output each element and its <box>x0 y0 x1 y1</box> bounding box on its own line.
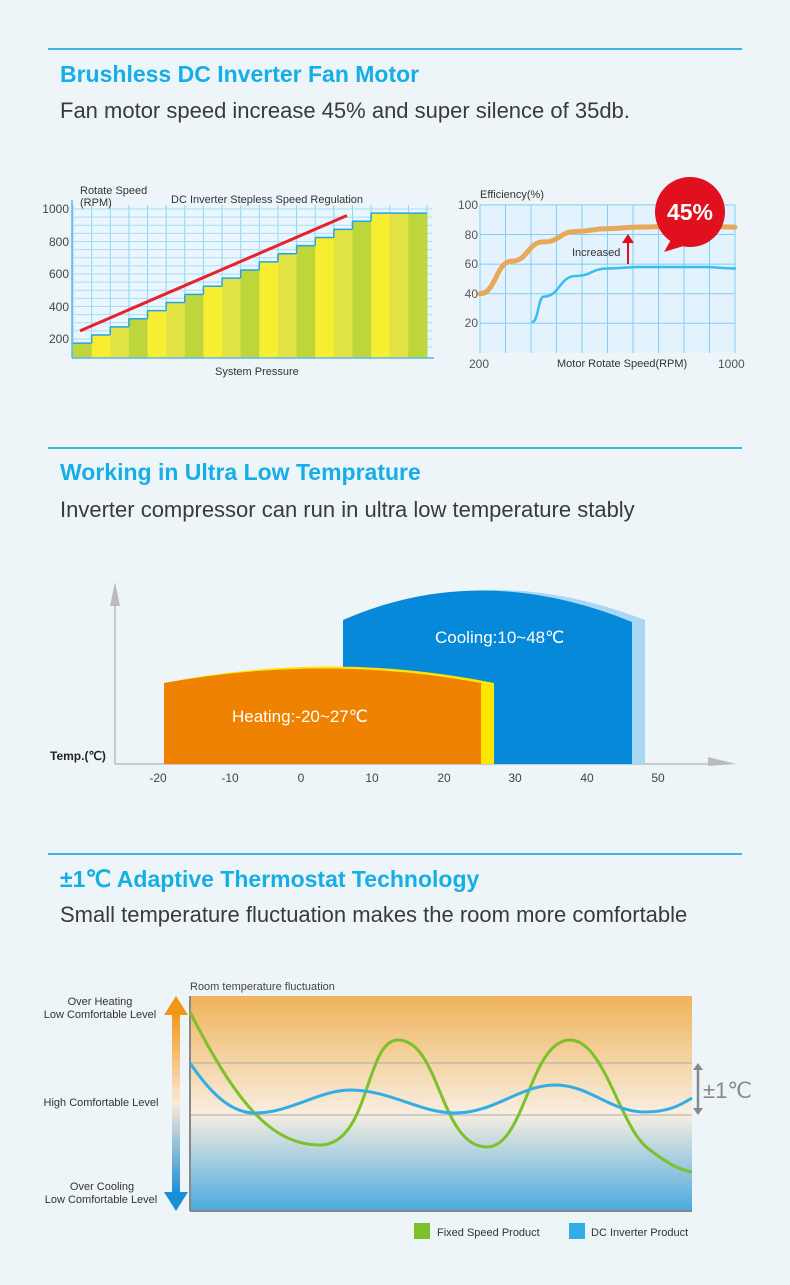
y-tick: 600 <box>49 267 69 281</box>
bar <box>371 213 391 358</box>
bar <box>408 213 428 358</box>
dc-inverter-line <box>188 1062 693 1115</box>
tolerance-label: ±1℃ <box>703 1078 752 1103</box>
y-axis-label: Efficiency(%) <box>480 189 544 201</box>
percentage-badge: 45% <box>655 177 725 252</box>
y-tick: 60 <box>465 257 479 271</box>
bar <box>259 261 279 358</box>
over-cooling-label: Low Comfortable Level <box>45 1194 158 1206</box>
bar <box>110 326 130 358</box>
chart-title: DC Inverter Stepless Speed Regulation <box>171 194 363 206</box>
y-tick: 100 <box>458 198 478 212</box>
bar <box>128 318 148 358</box>
bar <box>389 213 409 358</box>
section-subtitle: Small temperature fluctuation makes the … <box>60 902 688 927</box>
bar <box>222 278 241 358</box>
y-axis-label: Rotate Speed <box>80 185 147 197</box>
heating-label: Heating:-20~27℃ <box>232 707 368 726</box>
y-tick: 80 <box>465 228 479 242</box>
over-cooling-label: Over Cooling <box>70 1181 134 1193</box>
cooling-label: Cooling:10~48℃ <box>435 628 564 647</box>
x-tick: 0 <box>298 771 305 785</box>
x-axis-label: System Pressure <box>215 366 299 378</box>
x-tick: 40 <box>580 771 594 785</box>
fixed-speed-line <box>188 1011 693 1174</box>
speed-regulation-chart: 1000 800 600 400 200 Rotate Speed (RPM) … <box>42 177 745 378</box>
bar <box>73 343 92 358</box>
bar <box>333 229 353 358</box>
baseline-efficiency-line <box>531 265 737 324</box>
x-tick: 1000 <box>718 357 745 371</box>
x-axis-label: Motor Rotate Speed(RPM) <box>557 358 687 370</box>
y-axis-arrow-icon <box>110 582 120 606</box>
bar <box>166 302 186 358</box>
high-comfortable-label: High Comfortable Level <box>44 1097 159 1109</box>
over-heating-label: Low Comfortable Level <box>44 1009 157 1021</box>
y-tick: 800 <box>49 235 69 249</box>
trend-line <box>79 214 348 333</box>
x-tick: -10 <box>221 771 239 785</box>
bar <box>91 334 111 358</box>
chart-title: Room temperature fluctuation <box>190 981 335 993</box>
y-axis-label: (RPM) <box>80 197 112 209</box>
y-tick: 400 <box>49 300 69 314</box>
x-tick: 200 <box>469 357 489 371</box>
bar <box>315 237 335 358</box>
legend-label: DC Inverter Product <box>591 1227 688 1239</box>
x-tick: 50 <box>651 771 665 785</box>
increased-label: Increased <box>572 247 620 259</box>
bar <box>352 221 372 358</box>
temperature-scale-arrow-icon <box>164 996 188 1211</box>
legend-swatch-inverter <box>569 1223 585 1239</box>
y-axis-label: Temp.(℃) <box>50 749 106 763</box>
bars <box>73 212 428 358</box>
y-tick: 200 <box>49 332 69 346</box>
double-arrow-icon <box>693 1063 703 1115</box>
section-title: Working in Ultra Low Temprature <box>60 459 421 485</box>
bar <box>203 286 223 358</box>
section-divider <box>48 447 742 449</box>
red-up-arrow-icon <box>622 234 634 264</box>
y-tick: 40 <box>465 287 479 301</box>
section-divider <box>48 48 742 50</box>
bar <box>296 245 316 358</box>
x-tick: -20 <box>149 771 167 785</box>
bar <box>147 310 167 358</box>
x-axis-arrow-icon <box>708 757 736 766</box>
section-divider <box>48 853 742 855</box>
y-tick: 20 <box>465 316 479 330</box>
svg-text:45%: 45% <box>667 199 713 225</box>
over-heating-label: Over Heating <box>68 996 133 1008</box>
bar <box>277 253 297 358</box>
legend-swatch-fixed <box>414 1223 430 1239</box>
section-title: ±1℃ Adaptive Thermostat Technology <box>60 866 480 892</box>
x-tick: 10 <box>365 771 379 785</box>
bar <box>240 269 260 358</box>
legend-label: Fixed Speed Product <box>437 1227 540 1239</box>
y-tick: 1000 <box>42 202 69 216</box>
x-tick: 20 <box>437 771 451 785</box>
plot-area <box>190 996 692 1210</box>
section-title: Brushless DC Inverter Fan Motor <box>60 61 420 87</box>
temperature-range-chart: Cooling:10~48℃ Heating:-20~27℃ Temp.(℃) … <box>50 582 736 785</box>
section-subtitle: Inverter compressor can run in ultra low… <box>60 497 635 522</box>
x-tick: 30 <box>508 771 522 785</box>
section-subtitle: Fan motor speed increase 45% and super s… <box>60 98 630 123</box>
bar <box>184 294 204 358</box>
heating-range-bar <box>164 668 481 764</box>
